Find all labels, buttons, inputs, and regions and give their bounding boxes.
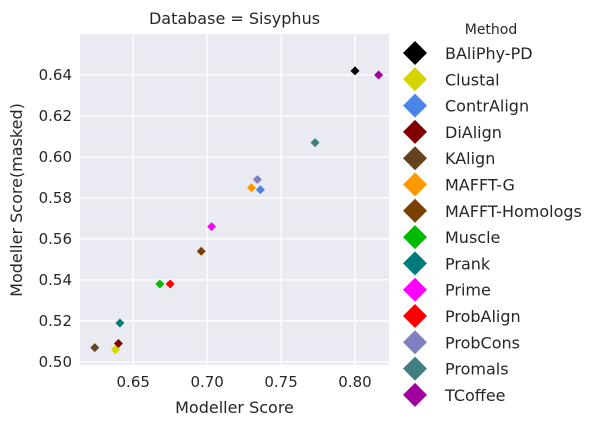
y-ticks: 0.50 0.52 0.54 0.56 0.58 0.60 0.62 0.64 <box>39 66 72 371</box>
y-tick-label: 0.62 <box>39 107 72 125</box>
y-tick-label: 0.50 <box>39 353 72 371</box>
legend-marker <box>403 356 427 381</box>
y-tick-label: 0.60 <box>39 148 72 166</box>
data-point <box>155 279 165 289</box>
y-tick-label: 0.52 <box>39 312 72 330</box>
data-point <box>247 183 257 193</box>
plot-background <box>80 34 389 365</box>
legend-label: KAlign <box>445 149 495 168</box>
data-point <box>165 279 175 289</box>
x-tick-label: 0.65 <box>117 373 150 391</box>
y-tick-label: 0.54 <box>39 271 72 289</box>
legend-marker <box>403 172 427 197</box>
data-point <box>110 345 120 355</box>
chart-title: Database = Sisyphus <box>149 9 320 28</box>
legend-marker <box>403 382 427 407</box>
data-point <box>310 138 320 148</box>
data-point <box>350 66 360 76</box>
x-tick-label: 0.75 <box>264 373 297 391</box>
legend-marker <box>403 251 427 276</box>
legend-label: ProbCons <box>445 333 520 352</box>
y-tick-label: 0.58 <box>39 189 72 207</box>
legend: Method BAliPhy-PD Clustal ContrAlign DiAlig… <box>403 22 582 407</box>
legend-label: DiAlign <box>445 123 502 142</box>
legend-label: BAliPhy-PD <box>445 44 533 63</box>
legend-label: ProbAlign <box>445 307 521 326</box>
data-point <box>207 222 217 232</box>
legend-marker <box>403 225 427 250</box>
legend-label: TCoffee <box>444 386 506 405</box>
legend-label: Prank <box>445 254 491 273</box>
data-points <box>90 66 384 355</box>
legend-label: MAFFT-Homologs <box>445 202 582 221</box>
grid <box>80 34 389 365</box>
data-point <box>196 246 206 256</box>
data-point <box>115 318 125 328</box>
legend-marker <box>403 330 427 355</box>
legend-label: Clustal <box>445 70 500 89</box>
legend-label: Muscle <box>445 228 500 247</box>
legend-label: ContrAlign <box>445 97 529 116</box>
legend-marker <box>403 198 427 223</box>
legend-marker <box>403 277 427 302</box>
data-point <box>374 70 384 80</box>
legend-marker <box>403 67 427 92</box>
y-tick-label: 0.64 <box>39 66 72 84</box>
legend-title: Method <box>465 22 518 38</box>
data-point <box>255 185 265 195</box>
y-axis-label: Modeller Score(masked) <box>7 103 26 297</box>
x-tick-label: 0.70 <box>190 373 223 391</box>
legend-marker <box>403 41 427 65</box>
legend-marker <box>403 119 427 144</box>
legend-marker <box>403 304 427 328</box>
data-point <box>113 338 123 348</box>
x-ticks: 0.65 0.70 0.75 0.80 <box>117 373 372 391</box>
x-tick-label: 0.80 <box>338 373 371 391</box>
legend-marker <box>403 146 427 171</box>
y-tick-label: 0.56 <box>39 230 72 248</box>
data-point <box>90 343 100 353</box>
legend-label: MAFFT-G <box>445 176 515 195</box>
legend-label: Prime <box>445 281 491 300</box>
legend-marker <box>403 93 427 118</box>
legend-label: Promals <box>445 360 509 379</box>
data-point <box>252 175 262 185</box>
x-axis-label: Modeller Score <box>175 398 294 417</box>
